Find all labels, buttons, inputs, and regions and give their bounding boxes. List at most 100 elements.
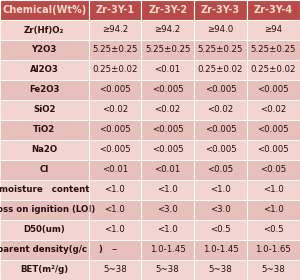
Bar bbox=[0, 100, 88, 120]
Text: <0.02: <0.02 bbox=[260, 106, 286, 115]
Bar bbox=[194, 80, 247, 100]
Bar bbox=[88, 180, 141, 200]
Bar bbox=[0, 60, 88, 80]
Bar bbox=[0, 200, 88, 220]
Bar bbox=[141, 40, 194, 60]
Text: 5~38: 5~38 bbox=[262, 265, 285, 274]
Text: ≥94: ≥94 bbox=[264, 25, 283, 34]
Bar bbox=[0, 40, 88, 60]
Text: <0.02: <0.02 bbox=[207, 106, 234, 115]
Text: <0.5: <0.5 bbox=[210, 225, 231, 234]
Text: 1.0-1.45: 1.0-1.45 bbox=[202, 246, 238, 255]
Text: <1.0: <1.0 bbox=[210, 185, 231, 195]
Bar bbox=[247, 200, 300, 220]
Bar bbox=[0, 160, 88, 180]
Text: TiO2: TiO2 bbox=[33, 125, 56, 134]
Text: <3.0: <3.0 bbox=[157, 206, 178, 214]
Bar bbox=[141, 240, 194, 260]
Bar bbox=[88, 160, 141, 180]
Text: <0.005: <0.005 bbox=[205, 125, 236, 134]
Text: 0.25±0.02: 0.25±0.02 bbox=[198, 66, 243, 74]
Bar bbox=[194, 40, 247, 60]
Bar bbox=[88, 260, 141, 280]
Bar bbox=[247, 180, 300, 200]
Bar bbox=[247, 0, 300, 20]
Bar bbox=[141, 180, 194, 200]
Bar bbox=[194, 20, 247, 40]
Bar bbox=[194, 0, 247, 20]
Text: <0.005: <0.005 bbox=[99, 125, 131, 134]
Bar bbox=[141, 20, 194, 40]
Bar bbox=[194, 260, 247, 280]
Text: <0.01: <0.01 bbox=[102, 165, 128, 174]
Bar bbox=[194, 60, 247, 80]
Bar bbox=[88, 200, 141, 220]
Text: 5~38: 5~38 bbox=[103, 265, 127, 274]
Text: <1.0: <1.0 bbox=[263, 206, 284, 214]
Text: <1.0: <1.0 bbox=[157, 185, 178, 195]
Text: 0.25±0.02: 0.25±0.02 bbox=[251, 66, 296, 74]
Bar bbox=[0, 140, 88, 160]
Text: ≥94.2: ≥94.2 bbox=[102, 25, 128, 34]
Text: Zr-3Y-4: Zr-3Y-4 bbox=[254, 5, 293, 15]
Bar bbox=[141, 0, 194, 20]
Bar bbox=[141, 60, 194, 80]
Bar bbox=[194, 100, 247, 120]
Bar bbox=[88, 40, 141, 60]
Text: Zr(Hf)O₂: Zr(Hf)O₂ bbox=[24, 25, 64, 34]
Text: Zr-3Y-2: Zr-3Y-2 bbox=[148, 5, 187, 15]
Bar bbox=[0, 0, 88, 20]
Bar bbox=[141, 220, 194, 240]
Text: <3.0: <3.0 bbox=[210, 206, 231, 214]
Text: <0.01: <0.01 bbox=[154, 66, 181, 74]
Text: <0.5: <0.5 bbox=[263, 225, 284, 234]
Text: Zr-3Y-3: Zr-3Y-3 bbox=[201, 5, 240, 15]
Text: <0.005: <0.005 bbox=[205, 146, 236, 155]
Text: SiO2: SiO2 bbox=[33, 106, 56, 115]
Text: Al2O3: Al2O3 bbox=[30, 66, 59, 74]
Bar bbox=[88, 240, 141, 260]
Bar bbox=[247, 100, 300, 120]
Bar bbox=[194, 120, 247, 140]
Bar bbox=[0, 220, 88, 240]
Text: moisture   content: moisture content bbox=[0, 185, 89, 195]
Bar bbox=[247, 260, 300, 280]
Bar bbox=[0, 180, 88, 200]
Text: 0.25±0.02: 0.25±0.02 bbox=[92, 66, 138, 74]
Bar bbox=[194, 140, 247, 160]
Bar bbox=[141, 120, 194, 140]
Text: 1.0-1.65: 1.0-1.65 bbox=[256, 246, 291, 255]
Text: 5~38: 5~38 bbox=[208, 265, 232, 274]
Text: Na2O: Na2O bbox=[31, 146, 57, 155]
Bar bbox=[88, 220, 141, 240]
Text: <1.0: <1.0 bbox=[263, 185, 284, 195]
Text: <0.005: <0.005 bbox=[152, 125, 184, 134]
Text: Y2O3: Y2O3 bbox=[32, 45, 57, 55]
Bar bbox=[194, 240, 247, 260]
Text: <1.0: <1.0 bbox=[104, 225, 125, 234]
Bar bbox=[88, 100, 141, 120]
Bar bbox=[247, 160, 300, 180]
Bar bbox=[141, 100, 194, 120]
Bar bbox=[88, 80, 141, 100]
Bar bbox=[194, 180, 247, 200]
Text: <1.0: <1.0 bbox=[157, 225, 178, 234]
Text: 1.0-1.45: 1.0-1.45 bbox=[150, 246, 186, 255]
Text: apparent density(g/c    ): apparent density(g/c ) bbox=[0, 246, 103, 255]
Bar bbox=[141, 140, 194, 160]
Bar bbox=[88, 60, 141, 80]
Bar bbox=[247, 220, 300, 240]
Text: ≥94.0: ≥94.0 bbox=[207, 25, 234, 34]
Bar bbox=[247, 120, 300, 140]
Text: <1.0: <1.0 bbox=[104, 185, 125, 195]
Text: --: -- bbox=[112, 246, 118, 255]
Bar bbox=[194, 200, 247, 220]
Bar bbox=[0, 260, 88, 280]
Bar bbox=[0, 20, 88, 40]
Bar bbox=[0, 80, 88, 100]
Text: Fe2O3: Fe2O3 bbox=[29, 85, 59, 95]
Text: Cl: Cl bbox=[40, 165, 49, 174]
Bar bbox=[88, 140, 141, 160]
Bar bbox=[141, 80, 194, 100]
Text: <0.005: <0.005 bbox=[99, 146, 131, 155]
